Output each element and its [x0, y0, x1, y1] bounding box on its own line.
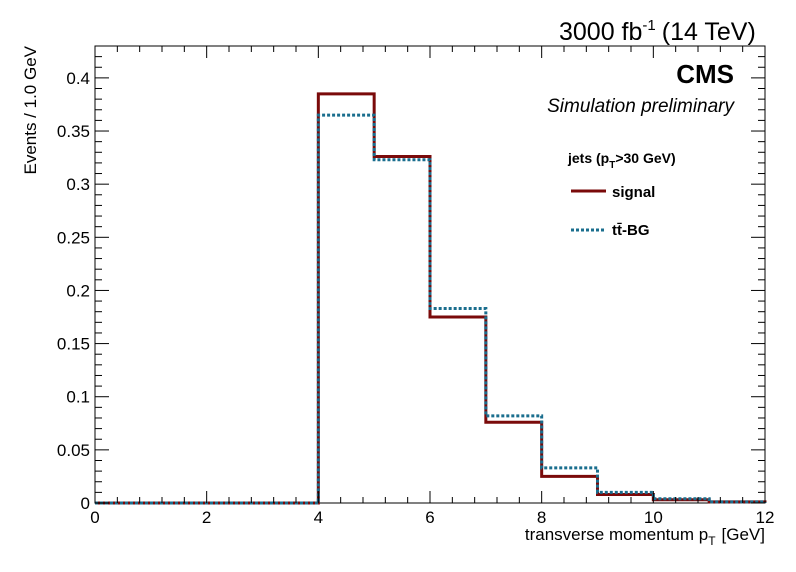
x-tick-label: 12 [756, 508, 775, 527]
legend: jets (pT>30 GeV) signal tt̄-BG [567, 150, 676, 239]
experiment-label: CMS [676, 59, 734, 89]
y-axis-label: Events / 1.0 GeV [21, 45, 40, 174]
y-tick-label: 0.05 [57, 441, 90, 460]
legend-label-ttbar: tt̄-BG [612, 222, 650, 239]
x-tick-label: 6 [425, 508, 434, 527]
x-axis-label: transverse momentum pT [GeV] [525, 525, 765, 548]
x-tick-label: 0 [90, 508, 99, 527]
legend-header: jets (pT>30 GeV) [567, 150, 676, 171]
x-tick-label: 2 [202, 508, 211, 527]
y-tick-label: 0.2 [66, 281, 90, 300]
series-ttbar-line [95, 113, 767, 505]
subtitle: Simulation preliminary [547, 96, 735, 117]
x-tick-label: 4 [314, 508, 323, 527]
series-layer [95, 92, 767, 505]
tick-layer: 0 2 4 6 8 10 12 0 0.05 0.1 0.15 0.2 0.25 0.3 0.35 0.4 [57, 45, 775, 527]
y-tick-label: 0.3 [66, 175, 90, 194]
y-tick-label: 0 [81, 494, 90, 513]
y-tick-label: 0.1 [66, 388, 90, 407]
x-tick-label: 8 [537, 508, 546, 527]
legend-label-signal: signal [612, 184, 655, 201]
x-tick-label: 10 [644, 508, 663, 527]
luminosity-label: 3000 fb-1 (14 TeV) [559, 17, 756, 46]
y-tick-label: 0.35 [57, 122, 90, 141]
y-tick-label: 0.15 [57, 335, 90, 354]
y-tick-label: 0.4 [66, 69, 90, 88]
y-tick-label: 0.25 [57, 228, 90, 247]
